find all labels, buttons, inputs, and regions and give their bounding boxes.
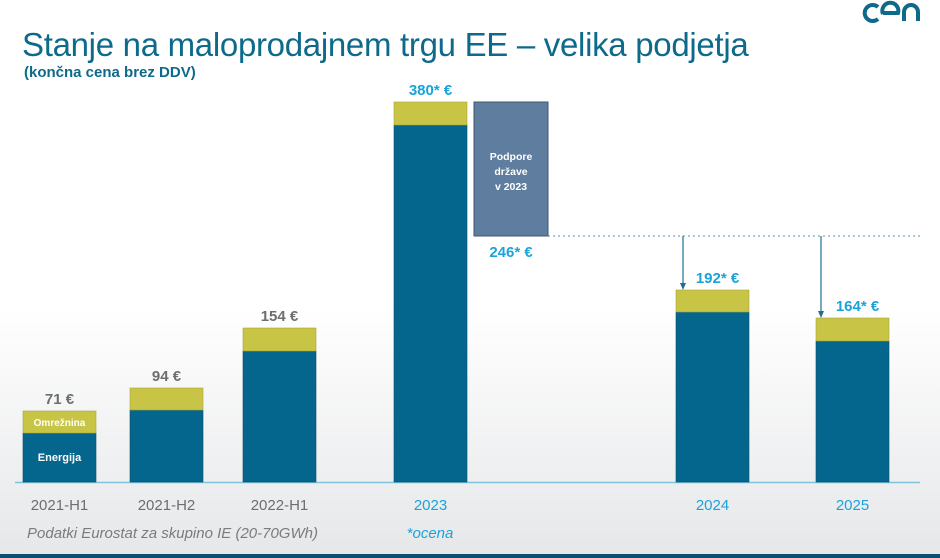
bar-energija-2022-H1 (242, 350, 317, 483)
category-label: 2022-H1 (251, 497, 309, 514)
category-label: 2023 (414, 497, 447, 514)
bar-energija-2025 (815, 340, 890, 483)
state-support-label: Podpore (490, 151, 533, 163)
total-label: 192* € (696, 270, 740, 287)
total-label: 164* € (836, 298, 880, 315)
footnote-estimate: *ocena (407, 525, 454, 542)
category-label: 2021-H2 (138, 497, 196, 514)
bar-omrežnina-2024 (675, 289, 750, 313)
bottom-band (0, 554, 940, 558)
total-label: 380* € (409, 82, 453, 99)
state-support-box (473, 101, 549, 237)
bar-omrežnina-2025 (815, 317, 890, 342)
state-support-label: države (494, 166, 527, 178)
bar-energija-2024 (675, 311, 750, 483)
legend-label-omreznina: Omrežnina (34, 418, 86, 429)
bar-energija-2021-H2 (129, 409, 204, 483)
bar-omrežnina-2022-H1 (242, 327, 317, 352)
footnote-source: Podatki Eurostat za skupino IE (20-70GWh… (27, 525, 318, 542)
total-label: 154 € (261, 308, 299, 325)
bar-omrežnina-2021-H1 (22, 410, 97, 434)
arrow-head-icon (680, 283, 686, 290)
arrow-head-icon (818, 311, 824, 318)
state-support-label: v 2023 (495, 181, 527, 193)
legend-label-energija: Energija (38, 452, 82, 464)
bar-omrežnina-2021-H2 (129, 387, 204, 411)
category-label: 2024 (696, 497, 729, 514)
bar-omrežnina-2023 (393, 101, 468, 126)
total-label: 94 € (152, 368, 182, 385)
state-support-result-label: 246* € (489, 244, 533, 261)
category-label: 2021-H1 (31, 497, 89, 514)
total-label: 71 € (45, 391, 75, 408)
bar-energija-2023 (393, 124, 468, 483)
page-subtitle: (končna cena brez DDV) (24, 64, 196, 81)
category-label: 2025 (836, 497, 869, 514)
page-title: Stanje na maloprodajnem trgu EE – velika… (22, 26, 749, 63)
cen-logo (862, 0, 932, 29)
